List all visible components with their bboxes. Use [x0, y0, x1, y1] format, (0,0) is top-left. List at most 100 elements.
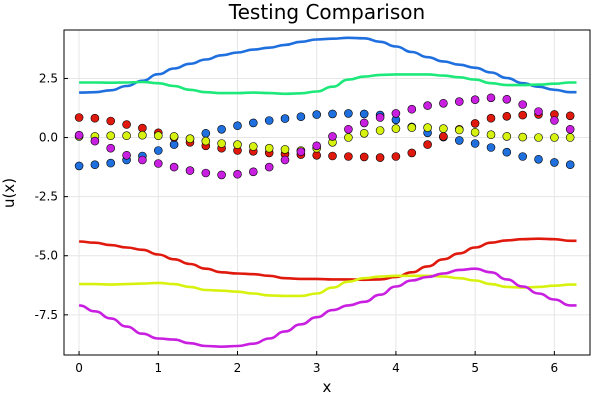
series-point-4 — [169, 162, 179, 172]
series-point-2 — [423, 140, 432, 149]
x-tick-label: 0 — [75, 361, 83, 375]
series-point-1 — [233, 121, 242, 130]
series-point-1 — [280, 114, 290, 123]
series-point-4 — [565, 125, 575, 134]
series-point-3 — [518, 132, 528, 142]
series-point-4 — [280, 155, 290, 165]
x-axis-ticks: 0 1 2 3 4 5 6 — [75, 351, 558, 375]
chart-title: Testing Comparison — [228, 0, 425, 24]
series-point-1 — [359, 109, 369, 119]
series-point-2 — [328, 151, 337, 161]
series-line-4 — [79, 274, 577, 298]
series-point-4 — [502, 95, 512, 104]
series-line-2 — [79, 73, 577, 96]
series-point-4 — [106, 143, 115, 153]
series-point-1 — [518, 152, 528, 161]
series-point-4 — [264, 162, 274, 172]
y-axis-ticks: 2.5 0.0 -2.5 -5.0 -7.5 — [35, 71, 68, 322]
series-point-3 — [233, 140, 242, 149]
series-point-2 — [74, 113, 84, 122]
series-point-2 — [106, 116, 115, 126]
series-point-1 — [312, 110, 322, 119]
series-point-4 — [439, 99, 448, 108]
x-tick-label: 6 — [551, 361, 559, 375]
series-point-3 — [375, 126, 385, 135]
series-point-3 — [502, 132, 512, 141]
x-axis-label: x — [323, 378, 332, 396]
series-point-4 — [344, 125, 353, 134]
series-point-4 — [423, 101, 432, 110]
series-point-1 — [217, 125, 226, 134]
series-point-3 — [565, 133, 575, 142]
series-point-3 — [106, 131, 115, 140]
series-point-4 — [470, 95, 480, 104]
series-point-4 — [375, 113, 385, 122]
series-point-2 — [565, 111, 575, 121]
series-line-5 — [78, 267, 577, 349]
series-point-3 — [407, 123, 417, 132]
series-point-3 — [454, 125, 464, 135]
series-point-1 — [534, 155, 543, 164]
series-line-1 — [79, 36, 577, 94]
series-point-2 — [90, 113, 100, 123]
series-point-4 — [90, 136, 100, 146]
series-point-1 — [454, 136, 464, 145]
series-point-2 — [312, 151, 322, 160]
series-point-3 — [359, 129, 369, 138]
series-point-1 — [106, 158, 115, 168]
series-point-1 — [201, 129, 211, 138]
series-point-2 — [502, 112, 512, 121]
series-point-1 — [264, 116, 274, 125]
series-point-2 — [391, 152, 401, 161]
series-point-4 — [201, 168, 211, 178]
series-point-3 — [344, 133, 353, 142]
series-point-2 — [486, 113, 496, 123]
series-point-1 — [154, 146, 163, 155]
series-point-2 — [344, 152, 353, 161]
series-points — [74, 93, 575, 180]
series-lines — [78, 36, 577, 349]
series-point-3 — [217, 139, 226, 148]
y-tick-label: -7.5 — [35, 308, 58, 322]
series-point-2 — [470, 119, 480, 128]
series-point-1 — [565, 160, 575, 169]
series-point-4 — [486, 93, 496, 103]
series-point-4 — [74, 130, 84, 140]
series-point-4 — [518, 100, 528, 109]
y-tick-label: 2.5 — [39, 71, 58, 85]
series-point-3 — [138, 130, 147, 140]
series-point-1 — [470, 139, 480, 148]
series-point-3 — [439, 124, 448, 133]
series-point-3 — [486, 130, 496, 139]
series-point-3 — [154, 131, 163, 140]
series-point-4 — [359, 118, 369, 128]
series-point-3 — [169, 132, 179, 141]
series-point-4 — [534, 107, 543, 116]
series-point-3 — [470, 128, 480, 137]
grid — [64, 30, 590, 355]
series-point-4 — [217, 170, 226, 180]
series-point-4 — [550, 116, 559, 125]
series-point-3 — [534, 133, 543, 142]
series-point-1 — [249, 118, 258, 128]
series-point-1 — [169, 140, 179, 149]
series-point-2 — [518, 110, 528, 120]
series-point-3 — [264, 143, 274, 153]
x-tick-label: 1 — [154, 361, 162, 375]
series-point-3 — [550, 133, 559, 142]
x-tick-label: 2 — [234, 361, 242, 375]
series-point-4 — [138, 155, 147, 165]
series-point-1 — [502, 147, 512, 157]
series-point-4 — [233, 169, 242, 179]
series-point-1 — [486, 143, 496, 152]
series-point-2 — [375, 153, 385, 162]
series-point-3 — [249, 142, 258, 151]
series-point-1 — [328, 109, 337, 119]
series-point-3 — [122, 131, 131, 140]
series-point-4 — [391, 109, 401, 118]
series-point-3 — [185, 134, 195, 143]
series-point-2 — [122, 120, 131, 129]
series-point-3 — [280, 145, 290, 154]
y-tick-label: -2.5 — [35, 190, 58, 204]
